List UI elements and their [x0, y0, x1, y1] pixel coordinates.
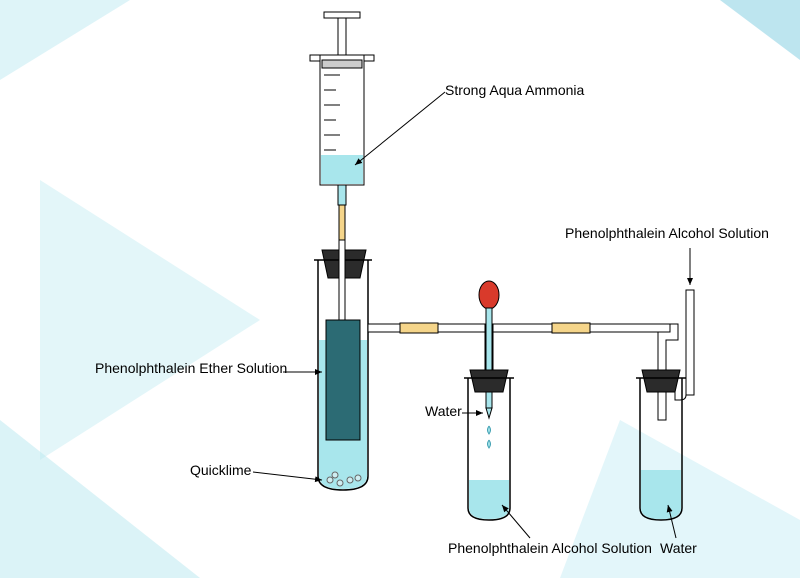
- label-phenolphthalein-alcohol-bot: Phenolphthalein Alcohol Solution: [448, 540, 652, 556]
- diagram-canvas: Strong Aqua Ammonia Phenolphthalein Alco…: [0, 0, 800, 578]
- apparatus-drawing: [0, 0, 800, 578]
- test-tube-1: [314, 240, 372, 490]
- label-water-bot: Water: [660, 540, 697, 556]
- label-phenolphthalein-ether: Phenolphthalein Ether Solution: [95, 360, 287, 376]
- label-strong-aqua: Strong Aqua Ammonia: [445, 82, 584, 98]
- label-quicklime: Quicklime: [190, 462, 251, 478]
- dropper-icon: [479, 281, 499, 448]
- label-phenolphthalein-alcohol-top: Phenolphthalein Alcohol Solution: [565, 225, 769, 241]
- label-water-mid: Water: [425, 403, 462, 419]
- connector-tube: [368, 323, 678, 420]
- syringe-icon: [310, 12, 374, 240]
